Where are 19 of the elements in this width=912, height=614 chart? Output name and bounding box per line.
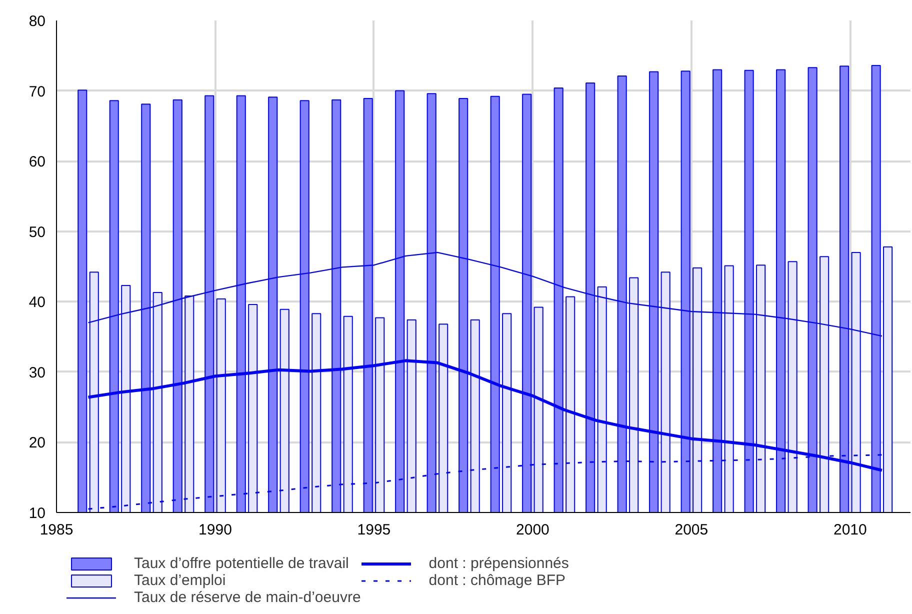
y-tick-label: 30 xyxy=(28,364,46,382)
x-tick-label: 2005 xyxy=(674,522,708,538)
legend-label: Taux d’emploi xyxy=(134,572,226,589)
y-tick-label: 80 xyxy=(28,13,46,30)
x-tick-label: 1985 xyxy=(40,522,74,538)
y-tick-label: 10 xyxy=(28,505,46,522)
legend-label: Taux de réserve de main-d’oeuvre xyxy=(134,589,361,606)
y-tick-label: 20 xyxy=(28,434,46,452)
legend-label: Taux d’offre potentielle de travail xyxy=(134,555,349,572)
y-tick-label: 40 xyxy=(28,294,46,312)
x-tick-label: 1990 xyxy=(198,522,232,538)
x-tick-label: 1995 xyxy=(357,522,391,538)
y-tick-label: 60 xyxy=(28,154,46,171)
legend-label: dont : chômage BFP xyxy=(428,572,566,589)
y-tick-label: 70 xyxy=(28,83,46,100)
y-tick-label: 50 xyxy=(28,224,46,241)
x-tick-label: 2000 xyxy=(516,522,550,538)
x-tick-label: 2010 xyxy=(833,522,867,538)
legend-label: dont : prépensionnés xyxy=(428,555,569,572)
